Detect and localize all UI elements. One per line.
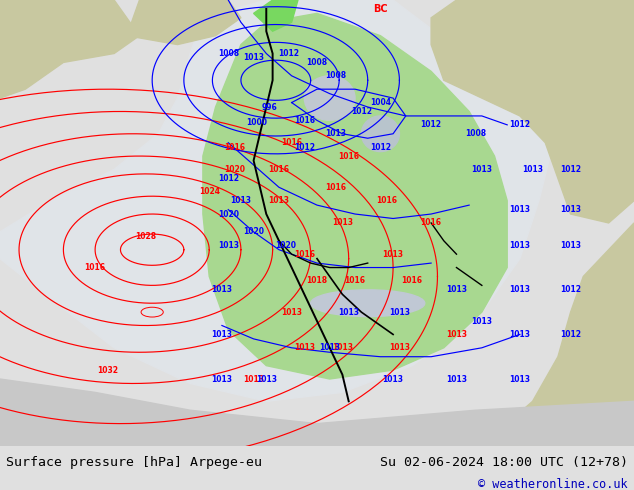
- Ellipse shape: [304, 76, 355, 121]
- Text: 1012: 1012: [351, 107, 372, 116]
- Text: 1013: 1013: [281, 308, 302, 317]
- Text: 1013: 1013: [471, 317, 493, 325]
- Text: 1013: 1013: [446, 330, 467, 339]
- Polygon shape: [0, 379, 634, 446]
- Text: 1013: 1013: [509, 374, 531, 384]
- Text: 1013: 1013: [509, 205, 531, 214]
- Text: 1013: 1013: [211, 285, 233, 294]
- Ellipse shape: [311, 290, 425, 317]
- Text: 1012: 1012: [420, 121, 442, 129]
- Text: 1013: 1013: [332, 343, 353, 352]
- Text: 1013: 1013: [389, 343, 410, 352]
- Polygon shape: [203, 13, 507, 379]
- Text: 1012: 1012: [278, 49, 299, 58]
- Text: 1013: 1013: [560, 205, 581, 214]
- Text: 1013: 1013: [230, 196, 252, 205]
- Text: 1013: 1013: [332, 219, 353, 227]
- Polygon shape: [431, 0, 634, 223]
- Text: 1013: 1013: [509, 285, 531, 294]
- Polygon shape: [254, 0, 298, 31]
- Text: 1016: 1016: [294, 116, 315, 125]
- Text: 1013: 1013: [256, 374, 277, 384]
- Text: 1013: 1013: [522, 165, 543, 174]
- Text: © weatheronline.co.uk: © weatheronline.co.uk: [478, 478, 628, 490]
- Ellipse shape: [361, 116, 399, 151]
- Text: 1020: 1020: [275, 241, 296, 250]
- Text: 1013: 1013: [211, 374, 233, 384]
- Text: 1013: 1013: [382, 374, 404, 384]
- Text: 1016: 1016: [376, 196, 398, 205]
- Text: 1013: 1013: [243, 53, 264, 62]
- Text: 1008: 1008: [325, 72, 347, 80]
- Text: 1024: 1024: [198, 187, 220, 196]
- Text: 1013: 1013: [217, 241, 239, 250]
- Text: 1013: 1013: [243, 374, 264, 384]
- Text: 1004: 1004: [370, 98, 391, 107]
- Polygon shape: [0, 0, 558, 401]
- Text: 1016: 1016: [281, 138, 302, 147]
- Text: Surface pressure [hPa] Arpege-eu: Surface pressure [hPa] Arpege-eu: [6, 456, 262, 469]
- Text: 1013: 1013: [389, 308, 410, 317]
- Text: 1016: 1016: [325, 183, 347, 192]
- Text: 1013: 1013: [382, 250, 404, 259]
- Text: 1016: 1016: [344, 276, 366, 285]
- Text: 1013: 1013: [446, 374, 467, 384]
- Text: 1012: 1012: [217, 174, 239, 183]
- Text: 1013: 1013: [446, 285, 467, 294]
- Text: 1032: 1032: [97, 366, 119, 374]
- Text: 1012: 1012: [560, 285, 581, 294]
- Text: 1018: 1018: [306, 276, 328, 285]
- Text: 1016: 1016: [338, 151, 359, 161]
- Text: 1013: 1013: [338, 308, 359, 317]
- Text: 1012: 1012: [509, 121, 531, 129]
- Text: 1008: 1008: [306, 58, 328, 67]
- Text: 1016: 1016: [224, 143, 245, 151]
- Text: BC: BC: [373, 4, 388, 14]
- Text: 1013: 1013: [268, 196, 290, 205]
- Text: 1013: 1013: [294, 343, 315, 352]
- Text: 1016: 1016: [84, 263, 106, 272]
- Text: 1016: 1016: [268, 165, 290, 174]
- Text: 1012: 1012: [560, 165, 581, 174]
- Text: 1016: 1016: [294, 250, 315, 259]
- Text: 1013: 1013: [211, 330, 233, 339]
- Text: 1020: 1020: [224, 165, 245, 174]
- Text: 1013: 1013: [471, 165, 493, 174]
- Text: 1013: 1013: [325, 129, 347, 138]
- Text: 1012: 1012: [294, 143, 315, 151]
- Text: 1013: 1013: [509, 241, 531, 250]
- Text: 1016: 1016: [420, 219, 442, 227]
- Text: 1020: 1020: [217, 210, 239, 219]
- Text: 1028: 1028: [135, 232, 157, 241]
- Text: Su 02-06-2024 18:00 UTC (12+78): Su 02-06-2024 18:00 UTC (12+78): [380, 456, 628, 469]
- Text: 1013: 1013: [319, 343, 340, 352]
- Polygon shape: [127, 0, 241, 45]
- Text: 1008: 1008: [465, 129, 486, 138]
- Text: 1020: 1020: [243, 227, 264, 236]
- Text: 996: 996: [262, 102, 277, 112]
- Text: 1016: 1016: [401, 276, 423, 285]
- Text: 1012: 1012: [560, 330, 581, 339]
- Text: 1013: 1013: [560, 241, 581, 250]
- Polygon shape: [0, 0, 139, 98]
- Text: 1013: 1013: [509, 330, 531, 339]
- Text: 1008: 1008: [217, 49, 239, 58]
- Text: 1000: 1000: [246, 118, 268, 127]
- Text: 1012: 1012: [370, 143, 391, 151]
- Polygon shape: [495, 223, 634, 446]
